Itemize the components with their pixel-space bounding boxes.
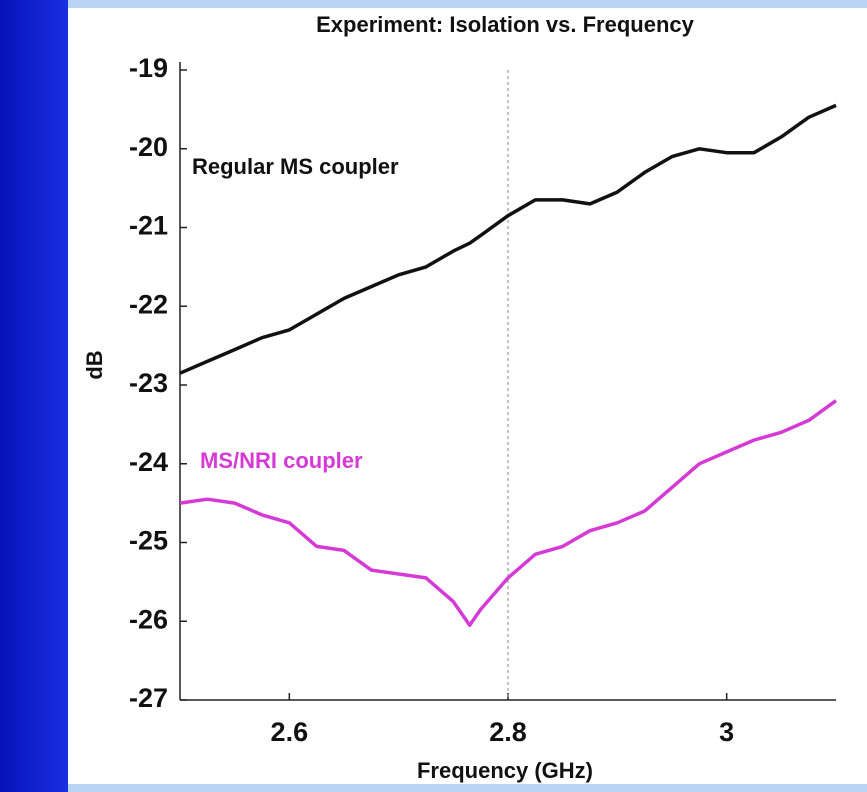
y-tick-label: -26 bbox=[129, 604, 168, 634]
plot-area: -27 -26 -25 -24 -23 -22 -21 -20 -19 2.6 2.8 3 Regula… bbox=[129, 53, 838, 747]
y-tick-label: -23 bbox=[129, 368, 168, 398]
series-label: MS/NRI coupler bbox=[200, 448, 363, 473]
x-axis-label: Frequency (GHz) bbox=[417, 758, 593, 783]
top-strip bbox=[0, 0, 867, 8]
x-tick-label: 2.8 bbox=[489, 717, 527, 747]
series-label: Regular MS coupler bbox=[192, 154, 399, 179]
bottom-strip bbox=[0, 784, 867, 792]
x-tick-label: 2.6 bbox=[271, 717, 309, 747]
series-line bbox=[179, 103, 837, 375]
y-tick-label: -22 bbox=[129, 289, 168, 319]
y-tick-label: -19 bbox=[129, 53, 168, 83]
series-line bbox=[179, 399, 838, 627]
side-bar bbox=[0, 0, 68, 792]
y-tick-label: -20 bbox=[129, 132, 168, 162]
y-tick-label: -25 bbox=[129, 526, 168, 556]
y-tick-label: -21 bbox=[129, 211, 168, 241]
y-tick-label: -27 bbox=[129, 683, 168, 713]
y-tick-label: -24 bbox=[129, 447, 168, 477]
chart-title: Experiment: Isolation vs. Frequency bbox=[316, 12, 695, 37]
y-axis-label: dB bbox=[82, 350, 107, 379]
x-tick-label: 3 bbox=[719, 717, 734, 747]
